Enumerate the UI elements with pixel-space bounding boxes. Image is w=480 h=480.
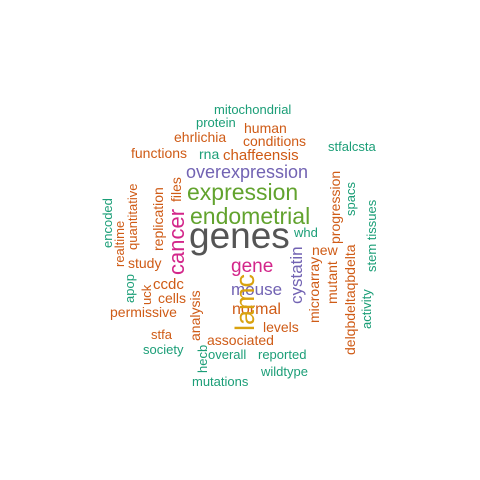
word-conditions: conditions: [243, 133, 307, 149]
word-wildtype: wildtype: [261, 364, 308, 379]
word-cystatin: cystatin: [287, 246, 306, 304]
word-quantitative: quantitative: [125, 183, 140, 251]
word-chaffeensis: chaffeensis: [223, 147, 299, 164]
word-new: new: [312, 242, 338, 258]
word-protein: protein: [196, 115, 236, 130]
word-stfalcsta: stfalcsta: [328, 139, 376, 154]
word-associated: associated: [207, 332, 274, 348]
word-reported: reported: [258, 347, 307, 362]
word-mutant: mutant: [324, 261, 340, 304]
word-overall: overall: [208, 347, 247, 362]
word-levels: levels: [263, 319, 299, 335]
word-microarray: microarray: [306, 256, 322, 323]
word-replication: replication: [150, 187, 166, 251]
word-overexpression: overexpression: [186, 162, 309, 182]
word-ccdc: ccdc: [153, 276, 184, 293]
word-activity: activity: [359, 289, 374, 329]
word-rna: rna: [199, 146, 220, 162]
word-mutations: mutations: [192, 374, 249, 389]
word-whd: whd: [294, 225, 318, 240]
word-stem-tissues: stem tissues: [364, 199, 379, 272]
word-endometrial: endometrial: [190, 203, 311, 229]
word-permissive: permissive: [110, 304, 177, 320]
word-cancer: cancer: [164, 208, 189, 275]
word-encoded: encoded: [100, 198, 115, 248]
word-society: society: [143, 342, 184, 357]
word-files: files: [168, 177, 184, 202]
word-spacs: spacs: [343, 182, 358, 216]
word-genes: genes: [189, 215, 290, 256]
word-hecb: hecb: [195, 344, 210, 373]
word-delqbdeltaqbdelta: delqbdeltaqbdelta: [342, 244, 358, 355]
word-uck: uck: [139, 284, 154, 305]
word-lamc: lamc: [230, 273, 260, 331]
word-functions: functions: [131, 145, 188, 161]
word-mouse: mouse: [231, 280, 283, 299]
word-analysis: analysis: [187, 290, 203, 341]
word-mitochondrial: mitochondrial: [214, 102, 292, 117]
word-stfa: stfa: [151, 327, 172, 342]
word-progression: progression: [327, 170, 343, 244]
word-ehrlichia: ehrlichia: [174, 129, 227, 145]
word-human: human: [244, 120, 287, 136]
word-cells: cells: [158, 290, 187, 306]
word-normal: normal: [232, 301, 281, 318]
word-gene: gene: [231, 256, 274, 277]
word-study: study: [128, 255, 162, 271]
word-apop: apop: [122, 274, 137, 303]
word-expression: expression: [187, 179, 299, 205]
